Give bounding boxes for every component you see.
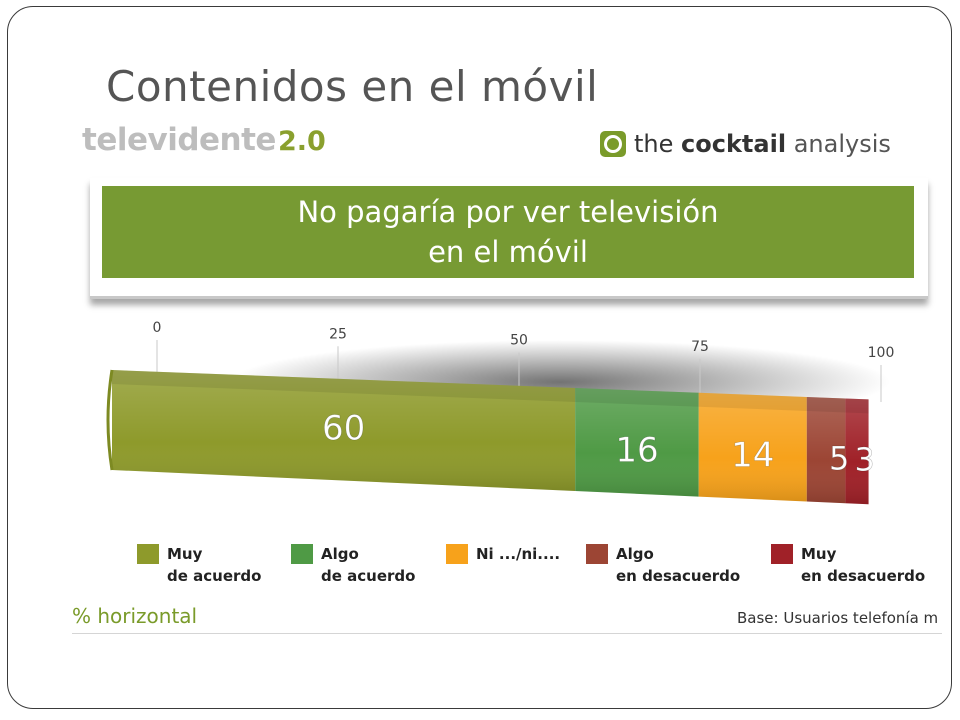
legend-label: Algo en desacuerdo — [616, 545, 741, 585]
legend-item: Muy de acuerdo — [137, 543, 261, 587]
bar-segment-shading — [575, 388, 699, 497]
bar-segment-top — [845, 398, 869, 414]
question-banner: No pagaría por ver televisión en el móvi… — [90, 178, 928, 299]
legend-label: Muy de acuerdo — [167, 545, 262, 585]
data-label: 3 — [855, 441, 875, 479]
bar-segment-top — [806, 397, 846, 413]
legend-item: Ni .../ni.... — [446, 543, 560, 565]
legend-label: Algo de acuerdo — [321, 545, 416, 585]
legend-swatch — [291, 544, 313, 564]
legend-swatch — [137, 544, 159, 564]
cocktail-logo-icon — [600, 131, 626, 157]
cocktail-analysis-logo: the cocktail analysis — [600, 130, 891, 158]
legend-item: Algo de acuerdo — [291, 543, 415, 587]
data-label: 16 — [615, 431, 658, 471]
televidente-logo-word: televidente — [82, 122, 276, 158]
tick-label: 25 — [329, 326, 347, 342]
bar-segment-shading — [698, 392, 807, 502]
data-label: 60 — [322, 408, 365, 448]
footer-note-left: % horizontal — [72, 604, 198, 628]
footer-divider — [72, 633, 942, 634]
legend-swatch — [586, 544, 608, 564]
slide-title: Contenidos en el móvil — [106, 62, 599, 111]
bar-segment-top — [575, 388, 699, 407]
legend-swatch — [446, 544, 468, 564]
tick-label: 100 — [868, 345, 895, 361]
bar-segment-shading — [806, 397, 846, 504]
cocktail-logo-the: the — [634, 130, 674, 158]
tick-label: 0 — [153, 320, 162, 336]
legend-item: Algo en desacuerdo — [586, 543, 740, 587]
legend-label: Ni .../ni.... — [476, 545, 561, 563]
data-label: 5 — [829, 440, 849, 478]
legend-swatch — [771, 544, 793, 564]
legend-label: Muy en desacuerdo — [801, 545, 926, 585]
tick-label: 75 — [691, 339, 709, 355]
tick-label: 50 — [510, 333, 528, 349]
data-label: 14 — [731, 435, 774, 475]
televidente-logo: televidente2.0 — [82, 122, 326, 158]
footer-base-note: Base: Usuarios telefonía m — [737, 609, 939, 627]
televidente-logo-version: 2.0 — [277, 126, 326, 157]
cocktail-logo-cocktail: cocktail — [681, 130, 787, 158]
bar-segment-shading — [112, 370, 576, 491]
bar-segment-shading — [845, 398, 869, 505]
question-line-1: No pagaría por ver televisión — [297, 195, 719, 229]
cocktail-logo-analysis: analysis — [793, 130, 891, 158]
question-banner-text: No pagaría por ver televisión en el móvi… — [102, 186, 914, 278]
bar-segment-top — [112, 370, 576, 402]
question-line-2: en el móvil — [428, 235, 588, 269]
legend-item: Muy en desacuerdo — [771, 543, 925, 587]
bar-segment-top — [698, 392, 807, 411]
bar-left-cap — [106, 369, 114, 471]
